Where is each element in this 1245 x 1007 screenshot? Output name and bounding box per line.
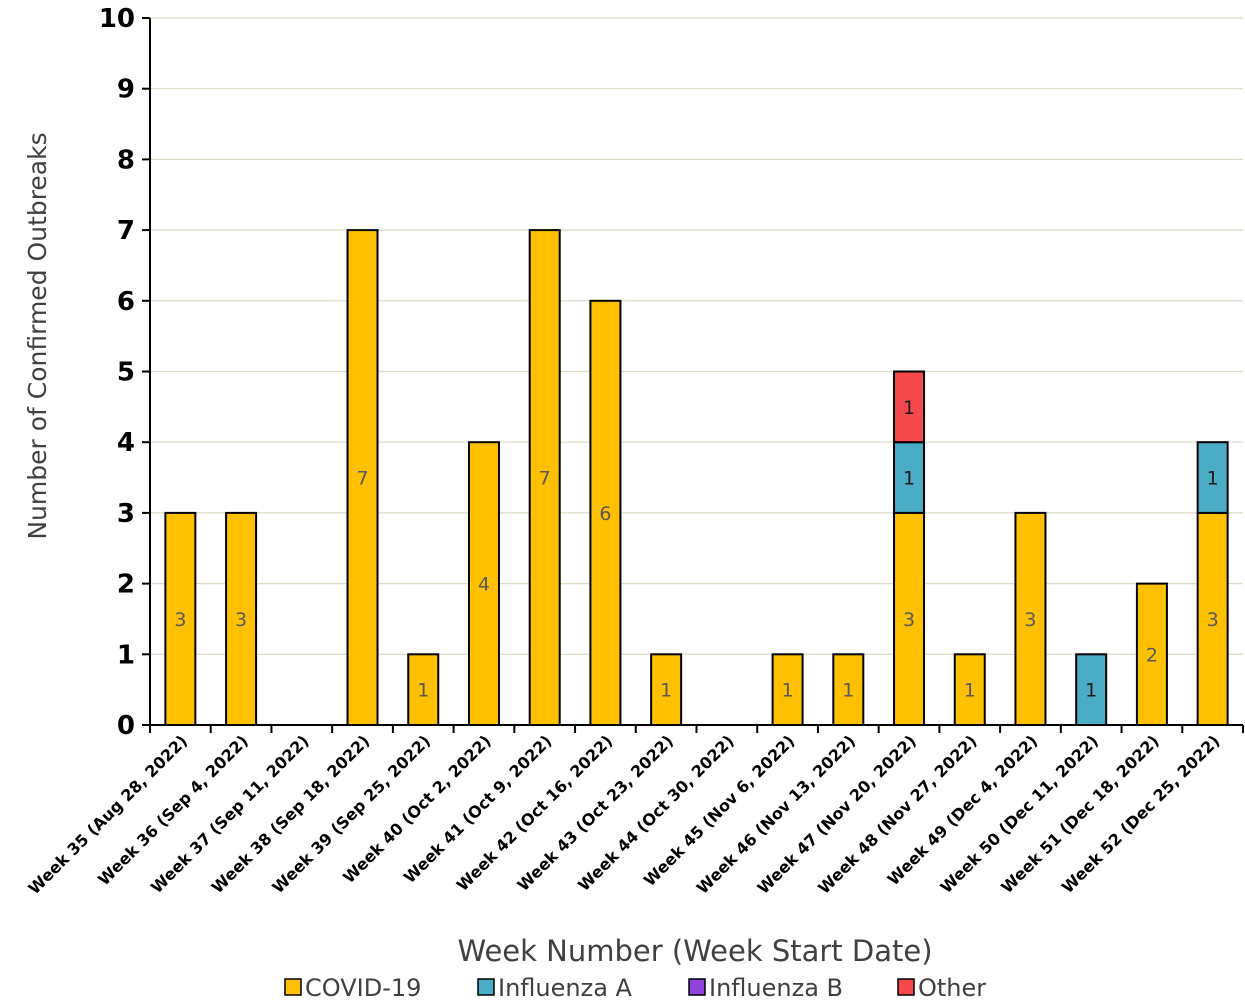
y-tick-label: 3 — [117, 499, 135, 529]
data-label: 6 — [599, 503, 611, 525]
bar-covid-19 — [164, 511, 197, 727]
data-label: 3 — [1207, 609, 1219, 631]
y-tick-label: 6 — [117, 287, 135, 317]
data-label: 1 — [1085, 680, 1097, 702]
y-tick-label: 2 — [117, 570, 135, 600]
y-tick-label: 8 — [117, 145, 135, 175]
data-label: 1 — [964, 680, 976, 702]
data-label: 3 — [235, 609, 247, 631]
legend-label-covid-19: COVID-19 — [305, 974, 421, 1002]
data-label: 3 — [174, 609, 186, 631]
y-tick-label: 5 — [117, 358, 135, 388]
y-tick-label: 4 — [117, 428, 135, 458]
data-labels: 3 3 7 1 4 7 6 1 1 1 3 1 1 1 3 1 2 3 1 — [174, 397, 1218, 702]
bar-covid-19 — [771, 653, 804, 726]
axes — [142, 17, 1244, 733]
data-label: 7 — [356, 468, 368, 490]
bar-influenza-a — [893, 441, 926, 514]
data-label: 2 — [1146, 644, 1158, 666]
legend-swatch-covid-19 — [284, 978, 302, 996]
y-axis-title: Number of Confirmed Outbreaks — [23, 132, 52, 539]
legend-swatch-influenza-b — [688, 978, 706, 996]
bar-covid-19 — [407, 653, 440, 726]
bar-other — [893, 370, 926, 444]
x-axis-title: Week Number (Week Start Date) — [457, 934, 932, 968]
bar-covid-19 — [953, 653, 986, 726]
y-tick-label: 10 — [99, 4, 135, 34]
data-label: 1 — [842, 680, 854, 702]
bar-covid-19 — [225, 511, 258, 727]
gridlines — [150, 17, 1243, 655]
legend-label-influenza-a: Influenza A — [498, 974, 633, 1002]
y-tick-label: 0 — [117, 711, 135, 741]
y-tick-label: 7 — [117, 216, 135, 246]
legend-label-other: Other — [918, 974, 986, 1002]
bar-covid-19 — [832, 653, 865, 726]
data-label: 3 — [903, 609, 915, 631]
data-label: 4 — [478, 574, 490, 596]
data-label: 1 — [417, 680, 429, 702]
data-label: 1 — [903, 397, 915, 419]
data-label: 1 — [660, 680, 672, 702]
data-label: 7 — [539, 468, 551, 490]
y-tick-label: 9 — [117, 75, 135, 105]
data-label: 1 — [782, 680, 794, 702]
data-label: 1 — [1207, 468, 1219, 490]
data-label: 3 — [1024, 609, 1036, 631]
bar-covid-19 — [589, 299, 622, 726]
y-tick-labels: 0 1 2 3 4 5 6 7 8 9 10 — [99, 4, 135, 741]
bar-influenza-a — [1196, 441, 1229, 514]
legend-swatch-other — [897, 978, 915, 996]
bar-covid-19 — [1014, 511, 1047, 727]
bar-covid-19 — [467, 441, 500, 726]
legend-swatch-influenza-a — [477, 978, 495, 996]
y-tick-label: 1 — [117, 640, 135, 670]
legend: COVID-19 Influenza A Influenza B Other — [284, 974, 986, 1002]
data-label: 1 — [903, 468, 915, 490]
x-tick-labels: Week 35 (Aug 28, 2022)Week 36 (Sep 4, 20… — [25, 731, 1224, 898]
bar-covid-19 — [528, 229, 561, 726]
bars — [164, 229, 1229, 727]
legend-label-influenza-b: Influenza B — [709, 974, 843, 1002]
